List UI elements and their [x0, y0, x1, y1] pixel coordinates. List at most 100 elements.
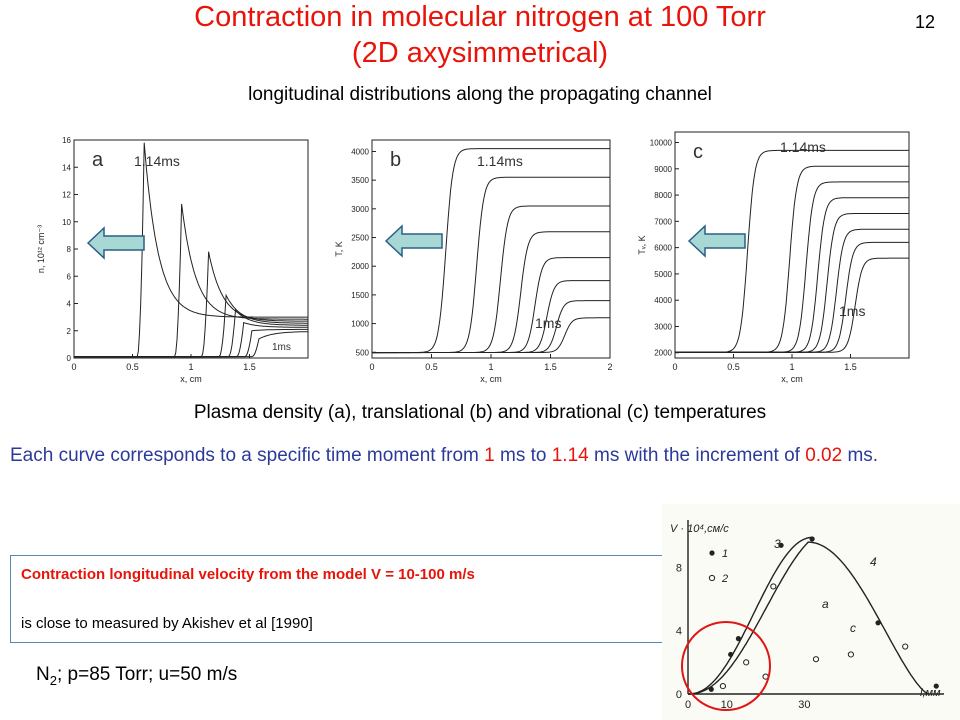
- y-tick-label: 1000: [351, 320, 369, 329]
- panel-label: c: [693, 141, 703, 163]
- data-point-filled: [809, 536, 815, 542]
- y-axis-label: n, 10¹² cm⁻³: [36, 225, 46, 273]
- x-tick-label: 0: [369, 362, 374, 372]
- annotation-first-time: 1ms: [272, 342, 291, 353]
- y-tick-label: 4000: [654, 296, 672, 305]
- chart-translational-temperature: 0 0.5 1 1.5 25001000150020002500300035004000…: [322, 110, 622, 392]
- description-part1: Each curve corresponds to a specific tim…: [10, 445, 485, 466]
- description-t-end: 1.14: [551, 445, 589, 466]
- y-tick-label: 2500: [351, 234, 369, 243]
- legend-marker-filled: [709, 550, 715, 556]
- x-tick-label: 1: [789, 362, 794, 372]
- x-tick-label: 0.5: [425, 362, 438, 372]
- slide-title-line1: Contraction in molecular nitrogen at 100…: [194, 1, 766, 33]
- left-arrow-icon: [384, 224, 443, 258]
- curve-label: c: [850, 621, 856, 635]
- x-tick-label: 30: [798, 699, 810, 711]
- y-tick-label: 12: [62, 191, 71, 200]
- y-tick-label: 8: [676, 562, 682, 574]
- description-text: Each curve corresponds to a specific tim…: [10, 442, 890, 469]
- data-point-open: [770, 583, 777, 590]
- x-tick-label: 1.5: [544, 362, 557, 372]
- slide-number: 12: [915, 12, 936, 32]
- left-arrow-icon: [86, 226, 145, 260]
- description-t-start: 1: [484, 445, 495, 466]
- note-velocity: Contraction longitudinal velocity from t…: [21, 566, 475, 583]
- model-curve-4: [688, 541, 929, 695]
- panel-label: a: [92, 149, 104, 171]
- data-point-filled: [708, 686, 714, 692]
- x-tick-label: 0.5: [126, 362, 139, 372]
- data-point-open: [743, 659, 750, 666]
- data-point-filled: [735, 636, 742, 642]
- annotation-first-time: 1ms: [535, 315, 561, 331]
- x-tick-label: 10: [721, 699, 733, 711]
- y-tick-label: 2000: [654, 349, 672, 358]
- x-axis-label: x, cm: [180, 374, 202, 384]
- curve-label: a: [822, 597, 829, 611]
- x-tick-label: 1.5: [243, 362, 256, 372]
- data-point-open: [902, 643, 909, 650]
- y-tick-label: 10000: [650, 139, 673, 148]
- chart-plasma-density: 0 0.5 1 1.5 0 2 4 6 8 10 12 14 16 x, cm n, 10¹² cm⁻³ a 1…: [30, 110, 320, 392]
- vibrational-curve: [675, 149, 909, 353]
- annotation-latest-time: 1.14ms: [477, 153, 523, 169]
- x-tick-label: 1.5: [844, 362, 857, 372]
- vibrational-curve: [675, 165, 909, 353]
- y-tick-label: 4: [67, 300, 72, 309]
- note-akishev: is close to measured by Akishev et al [1…: [21, 615, 313, 632]
- y-tick-label: 4000: [351, 147, 369, 156]
- x-tick-label: 1: [188, 362, 193, 372]
- y-axis-label: Tᵥ, K: [637, 235, 647, 254]
- y-tick-label: 8000: [654, 191, 672, 200]
- data-point-open: [812, 656, 820, 663]
- data-point-filled: [778, 542, 784, 548]
- x-tick-label: 0: [672, 362, 677, 372]
- x-tick-label: 0.5: [727, 362, 740, 372]
- y-tick-label: 9000: [654, 165, 672, 174]
- vibrational-curve: [675, 257, 909, 353]
- y-tick-label: 6000: [654, 244, 672, 253]
- plot-frame: [371, 139, 611, 359]
- description-increment: 0.02: [805, 445, 843, 466]
- chart-vibrational-temperature: 0 0.5 1 1.5 2000 3000 4000 5000 6000 7000 8000 9000…: [625, 110, 935, 392]
- data-point-open: [847, 651, 855, 658]
- temperature-curve: [372, 317, 610, 354]
- legend-label-1: 1: [722, 548, 728, 560]
- experiment-conditions: N2; p=85 Torr; u=50 m/s: [36, 664, 237, 688]
- y-tick-label: 3500: [351, 176, 369, 185]
- y-tick-label: 7000: [654, 217, 672, 226]
- y-tick-label: 5000: [654, 270, 672, 279]
- temperature-curve: [372, 257, 610, 354]
- x-tick-label: 0: [685, 699, 691, 711]
- data-point-filled: [875, 620, 881, 626]
- description-part4: ms.: [842, 445, 879, 466]
- y-tick-label: 1500: [351, 291, 369, 300]
- y-tick-label: 0: [67, 354, 72, 363]
- annotation-latest-time: 1.14ms: [134, 153, 180, 169]
- x-axis-label: l,мм: [920, 687, 941, 699]
- y-axis-label: V · 10⁴,см/с: [670, 523, 729, 535]
- panel-label: b: [390, 149, 401, 171]
- slide-title-line2: (2D axysimmetrical): [351, 37, 609, 69]
- y-tick-label: 8: [67, 245, 72, 254]
- y-tick-label: 2: [67, 327, 72, 336]
- y-tick-label: 0: [676, 689, 682, 701]
- density-curve: [74, 251, 309, 358]
- temperature-curve: [372, 148, 610, 353]
- annotation-first-time: 1ms: [839, 303, 865, 319]
- note-box: Contraction longitudinal velocity from t…: [10, 555, 690, 643]
- y-tick-label: 6: [67, 272, 72, 281]
- left-arrow-icon: [687, 224, 746, 258]
- chart-experimental-velocity: 0 4 8 0 10 30 V · 10⁴,см/с l,мм 1 2 3 4 a c: [662, 504, 960, 720]
- y-tick-label: 3000: [351, 205, 369, 214]
- x-axis-label: x, cm: [480, 374, 502, 384]
- legend-marker-open: [708, 574, 716, 582]
- highlight-circle: [681, 621, 771, 711]
- density-curve: [74, 331, 308, 358]
- legend-label-2: 2: [721, 573, 728, 585]
- annotation-latest-time: 1.14ms: [780, 139, 826, 155]
- curve-label: 4: [870, 555, 877, 569]
- description-part3: ms with the increment of: [588, 445, 806, 466]
- y-tick-label: 4: [676, 626, 682, 638]
